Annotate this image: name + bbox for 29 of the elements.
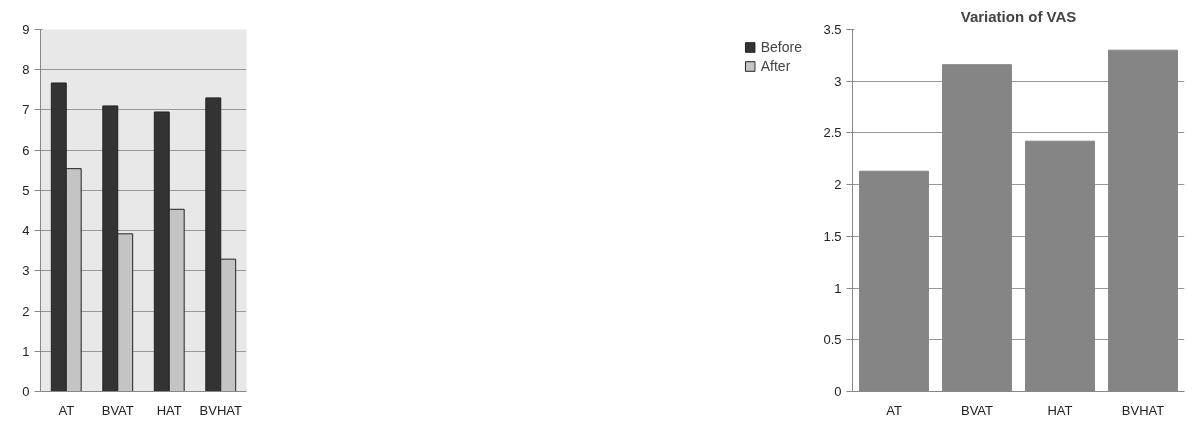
y-tick-label: 8 — [22, 62, 30, 78]
x-tick-label: AT — [58, 402, 75, 418]
y-tick-label: 0 — [22, 384, 30, 399]
y-tick-label: 0.5 — [823, 332, 842, 348]
x-tick-label: BVAT — [960, 402, 994, 418]
y-tick-label: 9 — [22, 22, 30, 37]
y-tick-label: 6 — [22, 142, 30, 158]
x-tick-label: BVAT — [101, 402, 134, 418]
legend-label: Before — [760, 39, 802, 55]
y-tick-label: 4 — [22, 223, 30, 239]
y-tick-label: 1.5 — [823, 228, 842, 244]
y-tick-label: 2.5 — [823, 125, 842, 141]
chart-title: Variation of VAS — [960, 7, 1077, 25]
y-tick-label: 0 — [834, 384, 842, 399]
y-tick-label: 7 — [22, 102, 30, 118]
y-tick-label: 5 — [22, 182, 30, 198]
legend-label: After — [760, 58, 791, 74]
y-tick-label: 1 — [834, 280, 842, 296]
y-tick-label: 3 — [834, 73, 842, 89]
y-tick-label: 2 — [834, 177, 842, 193]
x-tick-label: HAT — [1047, 402, 1073, 418]
x-tick-label: AT — [886, 402, 902, 418]
y-tick-label: 2 — [22, 303, 30, 319]
y-tick-label: 3.5 — [823, 22, 842, 37]
y-tick-label: 1 — [22, 343, 30, 359]
y-tick-label: 3 — [22, 263, 30, 279]
x-tick-label: BVHAT — [199, 402, 242, 418]
x-tick-label: BVHAT — [1121, 402, 1165, 418]
x-tick-label: HAT — [156, 402, 182, 418]
